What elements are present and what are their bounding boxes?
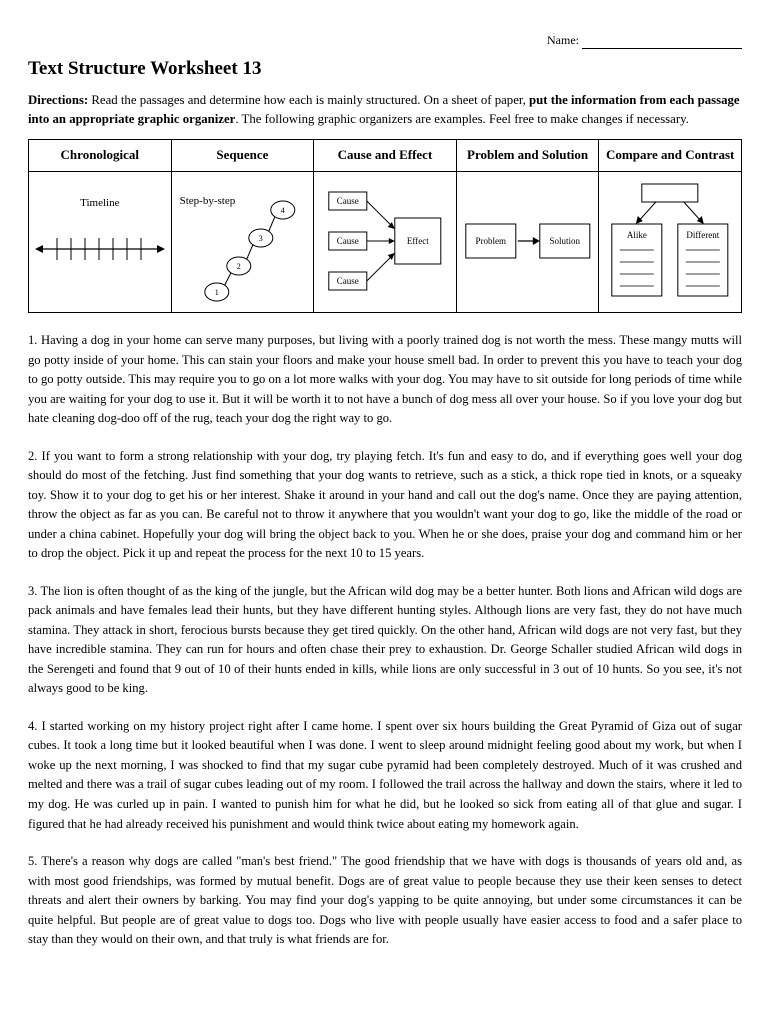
cause-label-2: Cause: [337, 236, 359, 246]
header-cause-effect: Cause and Effect: [314, 140, 457, 172]
passage-3: 3. The lion is often thought of as the k…: [28, 582, 742, 699]
header-compare-contrast: Compare and Contrast: [599, 140, 742, 172]
seq-num-4: 4: [280, 206, 284, 215]
seq-num-2: 2: [236, 262, 240, 271]
cause-label-3: Cause: [337, 276, 359, 286]
cause-label-1: Cause: [337, 196, 359, 206]
timeline-icon: [35, 224, 165, 274]
cell-sequence: Step-by-step 1 2 3 4: [171, 172, 314, 313]
name-field: Name:: [28, 32, 742, 49]
solution-label: Solution: [549, 236, 580, 246]
directions-text-2: . The following graphic organizers are e…: [235, 112, 689, 126]
compare-contrast-icon: Alike Different: [599, 172, 741, 312]
directions: Directions: Read the passages and determ…: [28, 91, 742, 129]
name-label: Name:: [547, 33, 579, 47]
name-underline[interactable]: [582, 48, 742, 49]
sequence-icon: 1 2 3 4: [172, 172, 314, 312]
cause-effect-icon: Cause Cause Cause Effect: [314, 172, 456, 312]
problem-label: Problem: [475, 236, 506, 246]
passage-5: 5. There's a reason why dogs are called …: [28, 852, 742, 950]
page-title: Text Structure Worksheet 13: [28, 55, 742, 83]
cell-problem-solution: Problem Solution: [456, 172, 599, 313]
seq-num-1: 1: [214, 288, 218, 297]
timeline-label: Timeline: [29, 196, 171, 212]
passage-4: 4. I started working on my history proje…: [28, 717, 742, 834]
alike-label: Alike: [627, 230, 647, 240]
header-chronological: Chronological: [29, 140, 172, 172]
cell-cause-effect: Cause Cause Cause Effect: [314, 172, 457, 313]
passage-1: 1. Having a dog in your home can serve m…: [28, 331, 742, 429]
directions-text-1: Read the passages and determine how each…: [88, 93, 529, 107]
different-label: Different: [687, 230, 720, 240]
header-problem-solution: Problem and Solution: [456, 140, 599, 172]
passage-2: 2. If you want to form a strong relation…: [28, 447, 742, 564]
problem-solution-icon: Problem Solution: [457, 172, 599, 312]
seq-num-3: 3: [258, 234, 262, 243]
effect-label: Effect: [407, 236, 429, 246]
directions-label: Directions:: [28, 93, 88, 107]
cell-chronological: Timeline: [29, 172, 172, 313]
header-sequence: Sequence: [171, 140, 314, 172]
cell-compare-contrast: Alike Different: [599, 172, 742, 313]
organizer-table: Chronological Sequence Cause and Effect …: [28, 139, 742, 313]
